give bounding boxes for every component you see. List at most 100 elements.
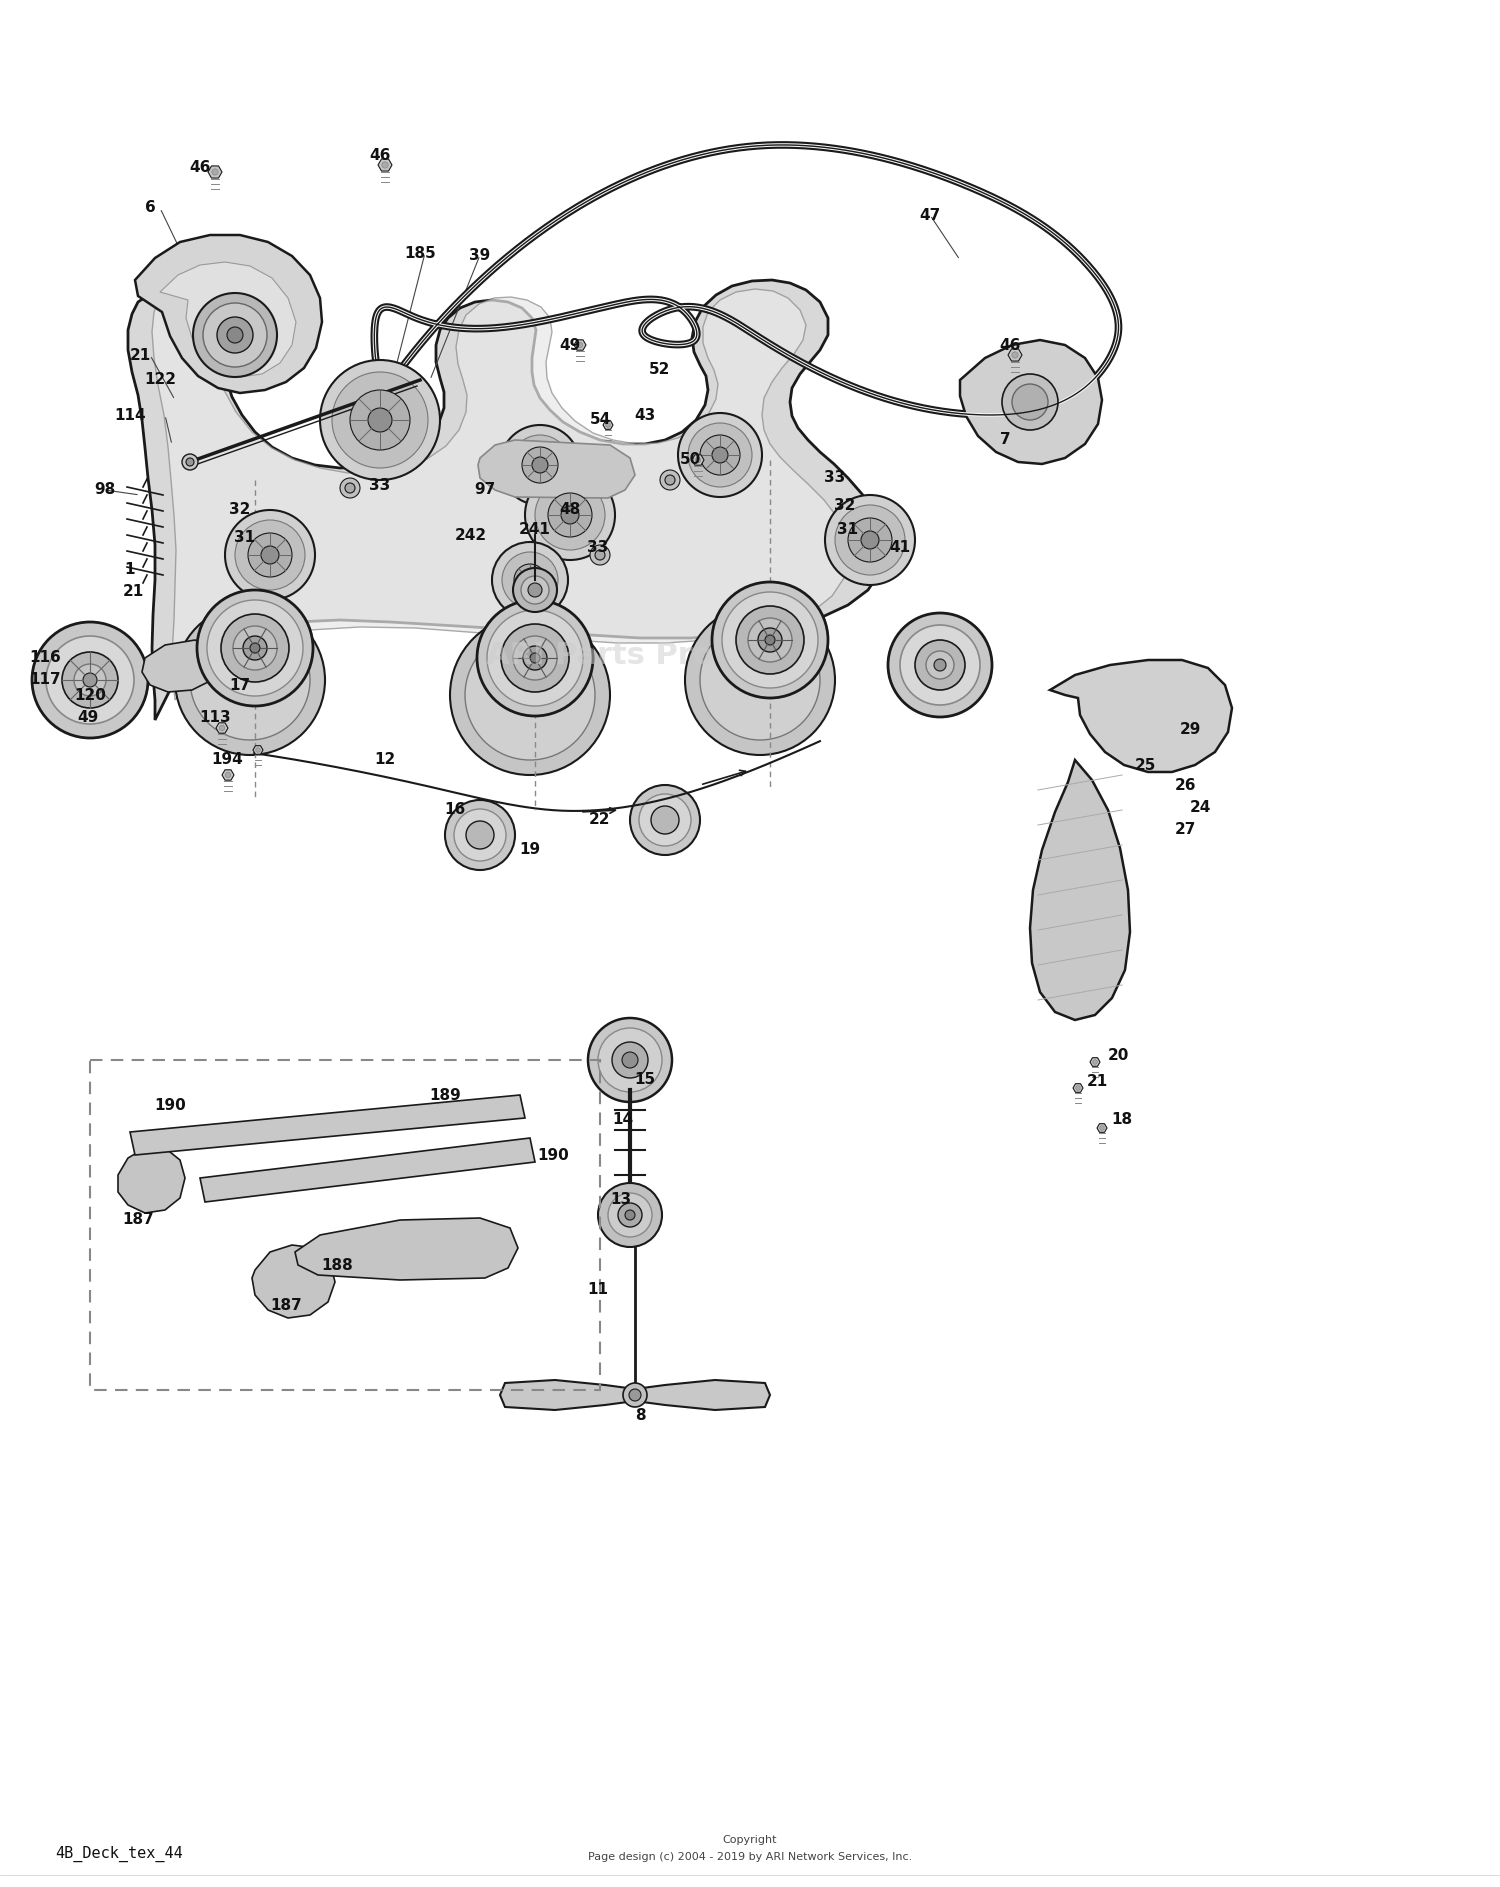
Text: 97: 97 [474,483,495,498]
Polygon shape [128,279,885,721]
Circle shape [934,659,946,672]
Circle shape [628,1389,640,1400]
Circle shape [612,1042,648,1077]
Circle shape [236,521,304,591]
Circle shape [915,640,964,691]
Text: 15: 15 [634,1072,656,1087]
Circle shape [590,545,610,564]
Circle shape [1002,374,1058,430]
Circle shape [532,457,548,474]
Circle shape [345,483,355,493]
Polygon shape [574,340,586,351]
Polygon shape [135,236,322,392]
Text: 19: 19 [519,842,540,857]
Circle shape [686,606,836,755]
Text: 43: 43 [634,408,656,423]
Circle shape [450,615,610,776]
Circle shape [900,625,980,706]
Circle shape [225,772,231,777]
Circle shape [465,630,596,760]
Circle shape [243,636,267,660]
Circle shape [1013,383,1048,421]
Circle shape [836,506,904,576]
Circle shape [368,408,392,432]
Circle shape [520,576,549,604]
Text: 50: 50 [680,453,700,468]
Text: 25: 25 [1134,757,1155,772]
Polygon shape [296,1217,518,1279]
Polygon shape [209,166,222,177]
Text: 7: 7 [999,432,1011,447]
Circle shape [503,553,558,608]
Polygon shape [152,289,850,700]
Text: 27: 27 [1174,823,1196,838]
Circle shape [651,806,680,834]
Text: 18: 18 [1112,1113,1132,1128]
Text: 26: 26 [1174,777,1196,793]
Text: 41: 41 [890,540,910,555]
Polygon shape [1008,349,1022,360]
Circle shape [501,625,568,693]
Text: 11: 11 [588,1283,609,1298]
Circle shape [700,436,740,476]
Text: 114: 114 [114,408,146,423]
Polygon shape [118,1147,184,1213]
Circle shape [525,470,615,560]
Text: 8: 8 [634,1408,645,1423]
Circle shape [736,606,804,674]
Circle shape [639,794,692,845]
Text: 33: 33 [588,540,609,555]
Circle shape [488,610,584,706]
Text: 47: 47 [920,208,940,223]
Circle shape [758,628,782,653]
Circle shape [722,593,818,689]
Text: 21: 21 [129,347,150,362]
Circle shape [1100,1127,1104,1130]
Polygon shape [692,455,703,466]
Circle shape [548,493,592,538]
Circle shape [688,423,752,487]
Circle shape [608,1193,652,1238]
Text: 194: 194 [211,753,243,768]
Circle shape [492,542,568,619]
Text: 49: 49 [560,338,580,353]
Text: 16: 16 [444,802,465,817]
Circle shape [926,651,954,679]
Polygon shape [634,1379,770,1410]
Text: 242: 242 [454,528,488,542]
Circle shape [446,800,514,870]
Polygon shape [130,1094,525,1155]
Circle shape [626,1210,634,1221]
Text: 22: 22 [590,813,610,828]
Circle shape [454,810,506,860]
Circle shape [861,530,879,549]
Polygon shape [160,262,296,377]
Circle shape [522,447,558,483]
Circle shape [382,162,388,168]
Circle shape [340,477,360,498]
Text: 46: 46 [999,338,1020,353]
Text: 39: 39 [470,247,490,262]
Polygon shape [252,1245,334,1317]
Circle shape [46,636,134,725]
Polygon shape [1090,1059,1100,1066]
Text: 120: 120 [74,687,106,702]
Circle shape [32,623,148,738]
Circle shape [217,317,254,353]
Text: 33: 33 [369,477,390,493]
Polygon shape [603,421,613,430]
Text: 12: 12 [375,753,396,768]
Text: 190: 190 [154,1098,186,1113]
Circle shape [712,447,728,462]
Circle shape [660,470,680,491]
Circle shape [219,725,225,730]
Circle shape [225,509,315,600]
Text: 31: 31 [837,523,858,538]
Polygon shape [142,640,214,693]
Polygon shape [200,1138,536,1202]
Circle shape [255,747,261,753]
Polygon shape [1050,660,1232,772]
Circle shape [524,645,548,670]
Circle shape [514,564,546,596]
Text: 116: 116 [28,651,62,666]
